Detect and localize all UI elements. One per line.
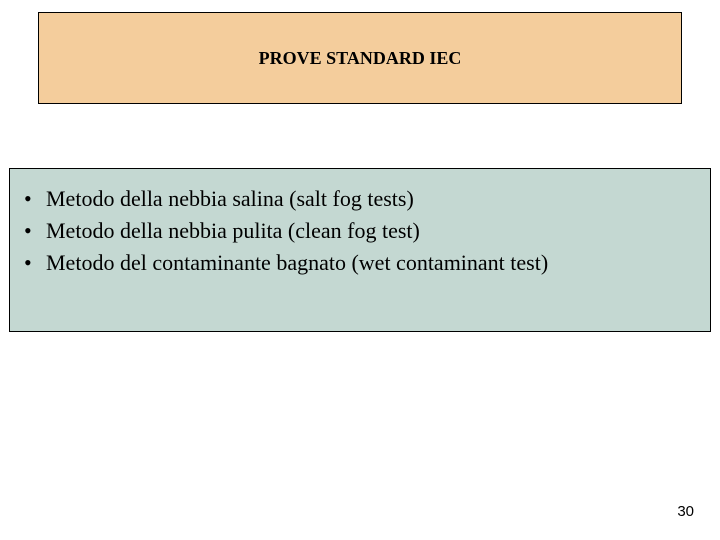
page-number: 30 <box>677 503 694 520</box>
content-box: Metodo della nebbia salina (salt fog tes… <box>9 168 711 332</box>
bullet-list: Metodo della nebbia salina (salt fog tes… <box>24 183 706 279</box>
list-item: Metodo della nebbia pulita (clean fog te… <box>24 215 706 247</box>
slide-title: PROVE STANDARD IEC <box>259 48 462 69</box>
title-box: PROVE STANDARD IEC <box>38 12 682 104</box>
list-item: Metodo della nebbia salina (salt fog tes… <box>24 183 706 215</box>
list-item: Metodo del contaminante bagnato (wet con… <box>24 247 706 279</box>
